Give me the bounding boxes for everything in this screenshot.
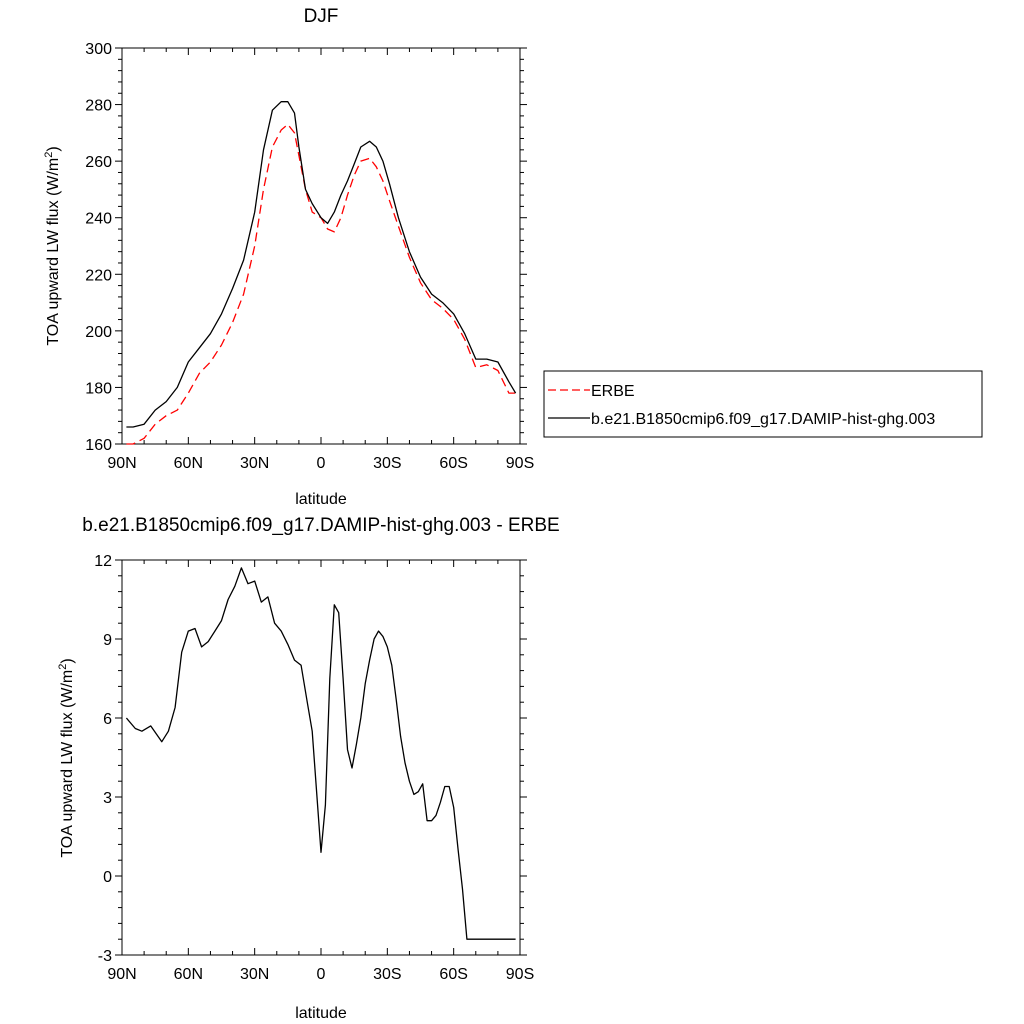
- bottom-panel: b.e21.B1850cmip6.f09_g17.DAMIP-hist-ghg.…: [57, 515, 560, 1022]
- bottom-x-tick-label: 90N: [107, 966, 136, 983]
- legend-label-erbe: ERBE: [591, 383, 635, 400]
- top-y-tick-label: 240: [85, 211, 112, 228]
- legend-label-model: b.e21.B1850cmip6.f09_g17.DAMIP-hist-ghg.…: [591, 411, 935, 428]
- top-x-axis-label: latitude: [295, 491, 347, 508]
- bottom-x-tick-label: 0: [317, 966, 326, 983]
- top-y-tick-label: 280: [85, 98, 112, 115]
- top-x-tick-label: 90N: [107, 455, 136, 472]
- top-x-tick-label: 60S: [439, 455, 467, 472]
- top-y-tick-label: 220: [85, 267, 112, 284]
- bottom-x-tick-label: 60S: [439, 966, 467, 983]
- top-plot-frame: [121, 47, 521, 445]
- bottom-ticks: 90N 60N 30N 0 30S 60S 90S -3 0 3 6 9 12: [94, 553, 534, 983]
- bottom-x-tick-label: 60N: [174, 966, 203, 983]
- top-x-tick-label: 60N: [174, 455, 203, 472]
- top-y-tick-label: 260: [85, 154, 112, 171]
- top-y-tick-label: 200: [85, 324, 112, 341]
- top-chart-title: DJF: [304, 6, 339, 27]
- top-x-tick-label: 90S: [506, 455, 534, 472]
- bottom-series-line-0: [125, 567, 516, 940]
- top-y-tick-label: 300: [85, 41, 112, 58]
- bottom-y-tick-label: 9: [103, 632, 112, 649]
- top-series-line-0: [126, 123, 516, 445]
- top-y-tick-label: 180: [85, 380, 112, 397]
- bottom-x-axis-label: latitude: [295, 1005, 347, 1022]
- top-panel: DJF 90N 60N 30N 0 30S 60S 90S 160 180 200 220 240 26…: [43, 6, 983, 508]
- bottom-y-tick-label: 0: [103, 869, 112, 886]
- top-series-line-1: [126, 101, 517, 428]
- bottom-y-axis-label: TOA upward LW flux (W/m2): [57, 658, 76, 857]
- top-x-tick-label: 0: [317, 455, 326, 472]
- top-x-tick-label: 30N: [240, 455, 269, 472]
- bottom-x-tick-label: 30N: [240, 966, 269, 983]
- bottom-y-tick-label: 6: [103, 711, 112, 728]
- legend-box: [543, 370, 983, 438]
- top-y-tick-label: 160: [85, 437, 112, 454]
- legend: ERBE b.e21.B1850cmip6.f09_g17.DAMIP-hist…: [543, 370, 983, 438]
- top-x-tick-label: 30S: [373, 455, 401, 472]
- bottom-y-tick-label: 3: [103, 790, 112, 807]
- bottom-series: [125, 567, 516, 940]
- bottom-x-tick-label: 90S: [506, 966, 534, 983]
- bottom-chart-title: b.e21.B1850cmip6.f09_g17.DAMIP-hist-ghg.…: [82, 515, 559, 536]
- top-y-axis-label: TOA upward LW flux (W/m2): [43, 146, 62, 345]
- top-series: [126, 101, 517, 445]
- bottom-y-tick-label: 12: [94, 553, 112, 570]
- bottom-plot-frame: [121, 559, 521, 956]
- bottom-x-tick-label: 30S: [373, 966, 401, 983]
- top-ticks: 90N 60N 30N 0 30S 60S 90S 160 180 200 220 240 260 280…: [85, 41, 534, 472]
- bottom-y-tick-label: -3: [98, 948, 112, 965]
